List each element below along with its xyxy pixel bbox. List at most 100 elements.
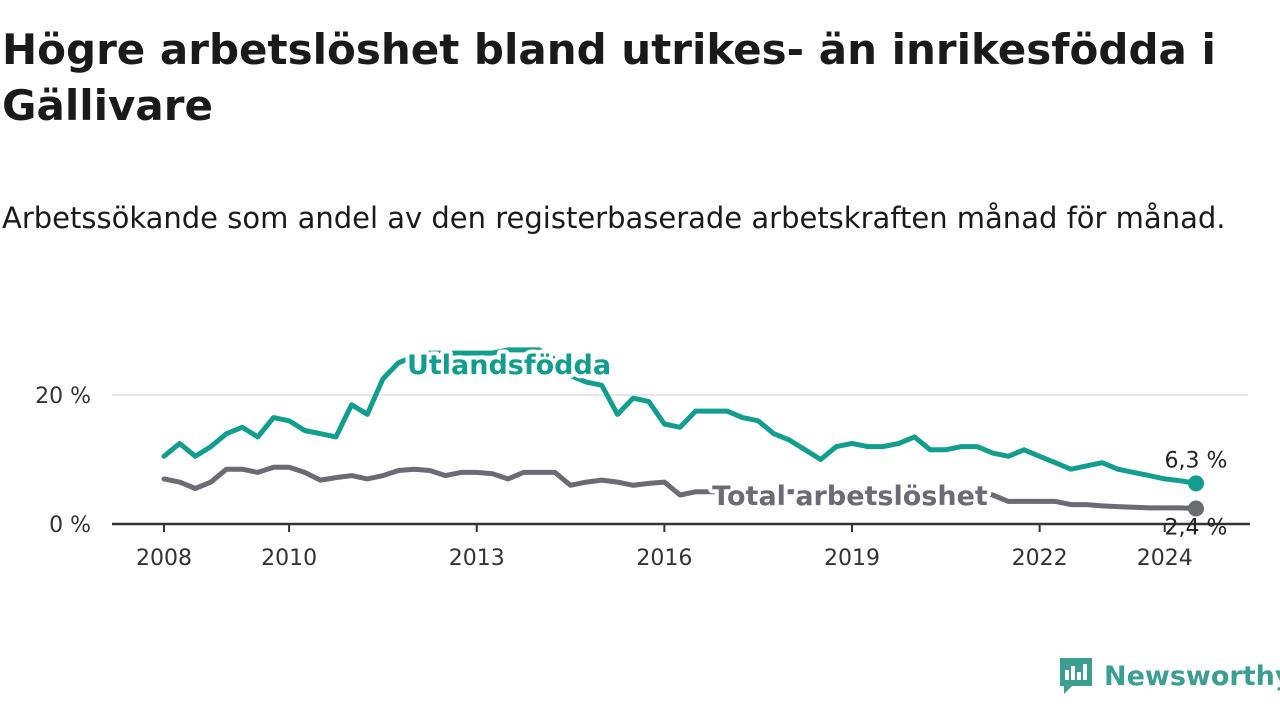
x-tick-label: 2013 (449, 546, 505, 571)
data-point (444, 351, 447, 355)
data-point (397, 361, 400, 365)
data-point (600, 383, 604, 387)
data-point (193, 487, 197, 490)
data-point (756, 419, 760, 423)
brand-name: Newsworthy (1104, 660, 1280, 692)
data-point (1022, 499, 1026, 503)
end-marker (1188, 500, 1204, 517)
data-point (897, 490, 901, 494)
data-point (616, 412, 619, 416)
data-point (662, 480, 666, 484)
data-point (1132, 470, 1135, 474)
data-point (834, 490, 838, 494)
data-point (881, 445, 885, 449)
data-point (272, 416, 275, 420)
data-point (709, 490, 713, 494)
data-point (1069, 503, 1073, 507)
data-point (350, 474, 354, 478)
data-point (1178, 506, 1182, 510)
data-point (662, 422, 666, 426)
data-point (772, 432, 776, 436)
end-value-label: 6,3 % (1165, 448, 1228, 473)
data-point (459, 470, 463, 474)
data-point (1085, 464, 1088, 468)
data-point (318, 432, 322, 436)
data-point (1022, 448, 1026, 452)
data-point (600, 478, 604, 482)
y-tick-label: 0 % (49, 513, 91, 538)
end-marker (1188, 475, 1204, 492)
data-point (240, 425, 244, 429)
data-point (475, 351, 479, 355)
data-point (584, 480, 588, 484)
data-point (1178, 479, 1182, 483)
data-point (788, 438, 791, 442)
data-point (1100, 461, 1104, 465)
data-point (1163, 477, 1167, 481)
data-point (1147, 506, 1151, 510)
data-point (960, 445, 963, 449)
x-tick-label: 2008 (136, 546, 192, 571)
data-point (428, 351, 432, 355)
data-point (1006, 499, 1010, 503)
data-point (850, 490, 854, 494)
data-point (975, 445, 979, 449)
data-point (803, 490, 807, 494)
data-point (1006, 454, 1010, 458)
data-point (788, 490, 791, 494)
data-point (1147, 474, 1151, 478)
data-point (1053, 461, 1057, 465)
data-point (960, 490, 963, 494)
series-line (161, 464, 1199, 511)
y-axis-ticks: 0 % 20 % (35, 384, 91, 538)
data-point (616, 480, 619, 484)
data-point (381, 474, 385, 478)
data-point (522, 348, 526, 352)
data-point (569, 483, 572, 487)
series-lines (161, 347, 1204, 517)
data-point (365, 477, 369, 481)
data-point (569, 374, 572, 378)
data-point (944, 490, 948, 494)
data-point (991, 451, 995, 455)
data-point (647, 481, 651, 485)
line-chart: 0 % 20 % 2008 2010 2013 2016 2019 2022 2024 6,3… (35, 346, 1250, 571)
chart-title: Högre arbetslöshet bland utrikes- än inr… (2, 25, 1216, 130)
data-point (287, 419, 291, 423)
data-point (866, 490, 870, 494)
data-point (553, 470, 557, 474)
x-tick-label: 2019 (824, 546, 880, 571)
series-name-label: Total arbetslöshet (712, 481, 988, 512)
data-point (272, 465, 275, 469)
y-tick-label: 20 % (35, 384, 91, 409)
data-point (365, 412, 369, 416)
data-point (741, 416, 744, 420)
data-point (678, 493, 682, 497)
data-point (506, 348, 510, 352)
data-point (913, 490, 916, 494)
data-point (772, 490, 776, 494)
data-point (741, 490, 744, 494)
data-point (381, 377, 385, 381)
data-point (178, 480, 182, 484)
data-point (193, 454, 197, 458)
data-point (709, 409, 713, 413)
x-tick-label: 2024 (1137, 546, 1193, 571)
data-point (162, 454, 166, 458)
data-point (318, 478, 322, 482)
data-point (209, 445, 213, 449)
newsworthy-logo: Newsworthy (1058, 654, 1280, 698)
data-point (303, 470, 307, 474)
data-point (553, 358, 557, 361)
x-tick-label: 2022 (1012, 546, 1068, 571)
data-point (850, 441, 854, 445)
end-value-label: 2,4 % (1165, 516, 1228, 541)
data-point (694, 409, 698, 413)
data-point (928, 490, 932, 494)
data-point (631, 396, 635, 400)
data-point (819, 490, 823, 494)
data-point (725, 490, 729, 494)
data-point (631, 483, 635, 487)
data-point (475, 470, 479, 474)
data-point (350, 403, 354, 407)
